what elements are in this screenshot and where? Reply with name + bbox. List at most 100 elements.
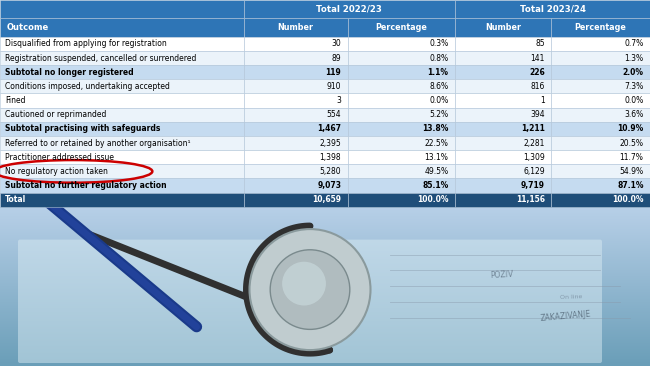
Bar bbox=[0, 287, 650, 288]
Bar bbox=[0, 293, 650, 294]
Bar bbox=[0, 296, 650, 297]
Text: 119: 119 bbox=[326, 68, 341, 77]
Bar bbox=[0, 226, 650, 227]
Bar bbox=[0, 309, 650, 310]
Bar bbox=[0, 267, 650, 268]
Text: 1,467: 1,467 bbox=[317, 124, 341, 133]
Bar bbox=[0, 229, 650, 230]
Bar bbox=[0, 270, 650, 271]
Bar bbox=[455, 0, 650, 18]
Bar bbox=[455, 136, 551, 150]
Bar bbox=[0, 268, 650, 269]
Text: Subtotal no further regulatory action: Subtotal no further regulatory action bbox=[5, 181, 167, 190]
Text: Percentage: Percentage bbox=[575, 23, 627, 32]
Bar bbox=[348, 136, 455, 150]
Bar bbox=[0, 252, 650, 253]
Bar bbox=[0, 209, 650, 210]
Bar bbox=[0, 243, 650, 244]
Bar bbox=[551, 122, 650, 136]
Bar bbox=[348, 18, 455, 37]
Bar bbox=[551, 108, 650, 122]
Text: 11,156: 11,156 bbox=[515, 195, 545, 204]
Bar bbox=[0, 260, 650, 261]
Bar bbox=[455, 65, 551, 79]
Text: POZIV: POZIV bbox=[490, 270, 514, 280]
Text: 1: 1 bbox=[540, 96, 545, 105]
Text: Total 2023/24: Total 2023/24 bbox=[519, 5, 586, 14]
Bar bbox=[0, 246, 650, 247]
Bar bbox=[551, 93, 650, 108]
Bar bbox=[244, 37, 348, 51]
Bar bbox=[348, 122, 455, 136]
Bar bbox=[0, 282, 650, 283]
Text: ZAKAZIVANJE: ZAKAZIVANJE bbox=[540, 310, 592, 324]
Bar bbox=[0, 319, 650, 320]
Bar bbox=[0, 279, 650, 280]
Bar bbox=[0, 299, 650, 300]
Bar bbox=[0, 251, 650, 252]
Bar bbox=[348, 164, 455, 179]
Bar bbox=[455, 193, 551, 207]
Bar bbox=[0, 328, 650, 329]
Text: 20.5%: 20.5% bbox=[619, 139, 644, 147]
Bar bbox=[0, 248, 650, 249]
Bar bbox=[0, 331, 650, 332]
Bar bbox=[0, 298, 650, 299]
Bar bbox=[0, 310, 650, 311]
Text: 13.8%: 13.8% bbox=[422, 124, 448, 133]
Bar bbox=[0, 240, 650, 241]
Bar bbox=[0, 211, 650, 212]
Bar bbox=[551, 65, 650, 79]
Text: 3.6%: 3.6% bbox=[624, 110, 644, 119]
Text: Practitioner addressed issue: Practitioner addressed issue bbox=[5, 153, 114, 162]
Bar bbox=[455, 150, 551, 164]
Bar bbox=[0, 244, 650, 245]
Text: 1,398: 1,398 bbox=[320, 153, 341, 162]
Text: 5,280: 5,280 bbox=[320, 167, 341, 176]
Text: Referred to or retained by another organisation¹: Referred to or retained by another organ… bbox=[5, 139, 190, 147]
Bar bbox=[0, 108, 244, 122]
Bar bbox=[348, 79, 455, 93]
Bar bbox=[0, 335, 650, 336]
Bar bbox=[0, 263, 650, 264]
Text: Subtotal practising with safeguards: Subtotal practising with safeguards bbox=[5, 124, 161, 133]
Text: 0.8%: 0.8% bbox=[430, 53, 448, 63]
Text: On line: On line bbox=[560, 294, 582, 300]
Bar bbox=[0, 329, 650, 330]
Bar bbox=[0, 227, 650, 228]
Bar bbox=[0, 359, 650, 360]
Text: 8.6%: 8.6% bbox=[430, 82, 448, 91]
Bar bbox=[348, 179, 455, 193]
Bar bbox=[0, 320, 650, 321]
Bar bbox=[0, 232, 650, 233]
Bar bbox=[0, 303, 650, 304]
Bar bbox=[0, 237, 650, 238]
Bar bbox=[0, 274, 650, 275]
Bar bbox=[0, 336, 650, 337]
Text: 3: 3 bbox=[337, 96, 341, 105]
Bar bbox=[0, 150, 244, 164]
Bar bbox=[551, 51, 650, 65]
Bar bbox=[0, 253, 650, 254]
Bar bbox=[0, 235, 650, 236]
Bar bbox=[0, 364, 650, 365]
Bar bbox=[0, 239, 650, 240]
Bar bbox=[0, 223, 650, 224]
Bar bbox=[455, 108, 551, 122]
Text: 87.1%: 87.1% bbox=[617, 181, 644, 190]
Bar bbox=[0, 275, 650, 276]
Bar bbox=[551, 164, 650, 179]
FancyBboxPatch shape bbox=[18, 240, 602, 363]
Text: 1.3%: 1.3% bbox=[625, 53, 644, 63]
Bar bbox=[0, 285, 650, 286]
Bar bbox=[244, 65, 348, 79]
Bar bbox=[348, 51, 455, 65]
Text: 100.0%: 100.0% bbox=[612, 195, 644, 204]
Bar bbox=[0, 278, 650, 279]
Text: Total 2022/23: Total 2022/23 bbox=[317, 5, 382, 14]
Bar bbox=[0, 51, 244, 65]
Bar bbox=[0, 233, 650, 234]
Bar bbox=[0, 365, 650, 366]
Bar bbox=[0, 294, 650, 295]
Bar bbox=[455, 37, 551, 51]
